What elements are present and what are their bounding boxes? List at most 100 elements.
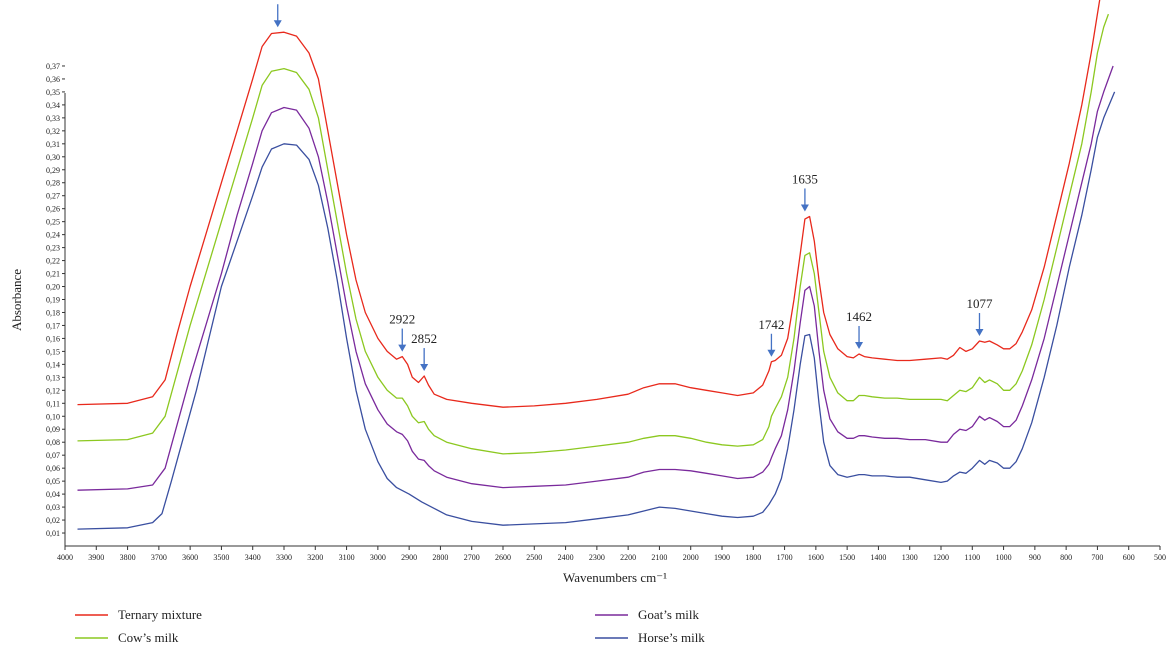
x-tick-label: 900 [1029, 553, 1041, 562]
x-tick-label: 1100 [964, 553, 980, 562]
x-tick-label: 2000 [683, 553, 699, 562]
y-tick-label: 0,02 [46, 516, 60, 525]
legend-label: Cow’s milk [118, 630, 179, 645]
y-tick-label: 0,20 [46, 283, 60, 292]
x-tick-label: 2800 [432, 553, 448, 562]
legend-item: Ternary mixture [75, 607, 202, 622]
y-tick-label: 0,34 [46, 101, 60, 110]
legend-label: Ternary mixture [118, 607, 202, 622]
x-tick-label: 3600 [182, 553, 198, 562]
series-line-goat-s-milk [77, 65, 1114, 491]
x-tick-label: 4000 [57, 553, 73, 562]
legend-item: Cow’s milk [75, 630, 179, 645]
y-tick-label: 0,33 [46, 114, 60, 123]
series-line-cow-s-milk [77, 13, 1110, 455]
peak-label: 2922 [389, 312, 415, 327]
y-tick-label: 0,22 [46, 257, 60, 266]
peak-annotation: 1742 [758, 317, 784, 357]
peak-annotation: 2922 [389, 312, 415, 352]
y-tick-label: 0,01 [46, 529, 60, 538]
y-tick-label: 0,15 [46, 347, 60, 356]
y-tick-label: 0,16 [46, 334, 60, 343]
peak-label: 1742 [758, 317, 784, 332]
peak-arrow-head [420, 364, 429, 372]
x-tick-label: 1000 [996, 553, 1012, 562]
y-tick-label: 0,08 [46, 438, 60, 447]
x-tick-label: 500 [1154, 553, 1166, 562]
peak-arrow-head [273, 20, 282, 28]
x-tick-label: 2200 [620, 553, 636, 562]
x-tick-label: 3800 [120, 553, 136, 562]
series-line-horse-s-milk [77, 91, 1116, 530]
peak-label: 2852 [411, 331, 437, 346]
peak-annotation: 2852 [411, 331, 437, 372]
peak-annotation: 1635 [792, 171, 818, 212]
x-tick-label: 3000 [370, 553, 386, 562]
x-tick-label: 3700 [151, 553, 167, 562]
y-tick-label: 0,24 [46, 231, 60, 240]
y-tick-label: 0,19 [46, 296, 60, 305]
y-tick-label: 0,30 [46, 153, 60, 162]
y-tick-label: 0,26 [46, 205, 60, 214]
y-tick-label: 0,05 [46, 477, 60, 486]
y-tick-label: 0,35 [46, 88, 60, 97]
legend-item: Horse’s milk [595, 630, 705, 645]
y-tick-label: 0,03 [46, 503, 60, 512]
peak-arrow-head [975, 329, 984, 337]
peak-label: 3320 [265, 0, 291, 2]
y-tick-label: 0,07 [46, 451, 60, 460]
x-tick-label: 1400 [870, 553, 886, 562]
peak-arrow-head [800, 204, 809, 212]
peak-label: 1462 [846, 309, 872, 324]
x-tick-label: 1500 [839, 553, 855, 562]
x-tick-label: 3400 [245, 553, 261, 562]
peak-annotation: 1462 [846, 309, 872, 349]
x-tick-label: 3100 [339, 553, 355, 562]
x-axis-ticks: 4000 3900 3800 3700 3600 3500 3400 3300 3200 3100… [57, 546, 1166, 562]
legend-item: Goat’s milk [595, 607, 700, 622]
peak-arrow-head [767, 349, 776, 357]
x-axis-title: Wavenumbers cm⁻¹ [563, 570, 667, 585]
peak-annotation: 3320 [265, 0, 291, 28]
y-tick-label: 0,09 [46, 425, 60, 434]
y-axis-title: Absorbance [9, 269, 24, 331]
y-tick-label: 0,06 [46, 464, 60, 473]
y-tick-label: 0,13 [46, 373, 60, 382]
x-tick-label: 800 [1060, 553, 1072, 562]
x-tick-label: 2900 [401, 553, 417, 562]
x-tick-label: 2700 [464, 553, 480, 562]
x-tick-label: 2500 [526, 553, 542, 562]
x-tick-label: 2100 [651, 553, 667, 562]
x-tick-label: 1200 [933, 553, 949, 562]
y-tick-label: 0,18 [46, 308, 60, 317]
x-tick-label: 3200 [307, 553, 323, 562]
y-tick-label: 0,29 [46, 166, 60, 175]
y-tick-label: 0,28 [46, 179, 60, 188]
y-tick-label: 0,11 [46, 399, 60, 408]
peak-arrow-head [855, 341, 864, 349]
x-tick-label: 600 [1123, 553, 1135, 562]
x-tick-label: 1900 [714, 553, 730, 562]
x-tick-label: 2600 [495, 553, 511, 562]
x-tick-label: 3500 [213, 553, 229, 562]
x-tick-label: 3900 [88, 553, 104, 562]
y-tick-label: 0,31 [46, 140, 60, 149]
x-tick-label: 700 [1091, 553, 1103, 562]
x-tick-label: 1300 [902, 553, 918, 562]
y-tick-label: 0,25 [46, 218, 60, 227]
y-tick-label: 0,04 [46, 490, 60, 499]
y-tick-label: 0,12 [46, 386, 60, 395]
peak-label: 1635 [792, 171, 818, 186]
y-tick-label: 0,32 [46, 127, 60, 136]
x-tick-label: 1600 [808, 553, 824, 562]
x-tick-label: 2300 [589, 553, 605, 562]
x-tick-label: 1700 [777, 553, 793, 562]
series-layer [77, 0, 1116, 530]
x-tick-label: 1800 [745, 553, 761, 562]
y-tick-label: 0,10 [46, 412, 60, 421]
peak-arrow-head [398, 344, 407, 352]
x-tick-label: 2400 [558, 553, 574, 562]
peak-label: 1077 [966, 296, 993, 311]
y-tick-label: 0,36 [46, 75, 60, 84]
